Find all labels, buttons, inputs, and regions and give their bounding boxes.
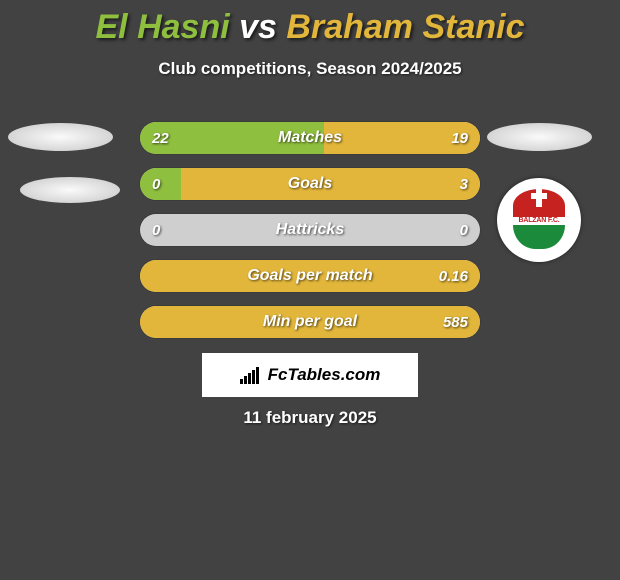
stat-label: Goals	[140, 168, 480, 200]
date-stamp: 11 february 2025	[0, 408, 620, 428]
stat-row: Matches22 19	[140, 122, 480, 154]
subtitle: Club competitions, Season 2024/2025	[0, 59, 620, 79]
title-player2: Braham Stanic	[286, 8, 524, 46]
stat-value-left: 22	[152, 122, 169, 154]
stat-row: Hattricks0 0	[140, 214, 480, 246]
stat-label: Min per goal	[140, 306, 480, 338]
title-vs: vs	[239, 8, 277, 46]
stat-value-right: 0	[460, 214, 468, 246]
brand-text: FcTables.com	[268, 365, 381, 385]
stat-row: Min per goal585	[140, 306, 480, 338]
stat-value-right: 3	[460, 168, 468, 200]
crest-label: BALZAN F.C.	[509, 217, 569, 224]
stat-row: Goals per match0.16	[140, 260, 480, 292]
stats-chart: Matches2219Goals03Hattricks00Goals per m…	[140, 122, 480, 352]
player2-avatar-ellipse	[487, 123, 592, 151]
stat-value-left: 0	[152, 168, 160, 200]
stat-value-right: 19	[451, 122, 468, 154]
stat-label: Goals per match	[140, 260, 480, 292]
brand-box: FcTables.com	[202, 353, 418, 397]
bars-icon	[240, 366, 262, 384]
stat-row: Goals0 3	[140, 168, 480, 200]
stat-value-right: 585	[443, 306, 468, 338]
player1-avatar-ellipse	[8, 123, 113, 151]
stat-label: Matches	[140, 122, 480, 154]
page-title: El Hasni vs Braham Stanic	[0, 0, 620, 47]
stat-value-right: 0.16	[439, 260, 468, 292]
stat-label: Hattricks	[140, 214, 480, 246]
title-player1: El Hasni	[96, 8, 230, 46]
player1-avatar-shadow	[20, 177, 120, 203]
stat-value-left: 0	[152, 214, 160, 246]
player2-club-crest: BALZAN F.C.	[497, 178, 581, 262]
